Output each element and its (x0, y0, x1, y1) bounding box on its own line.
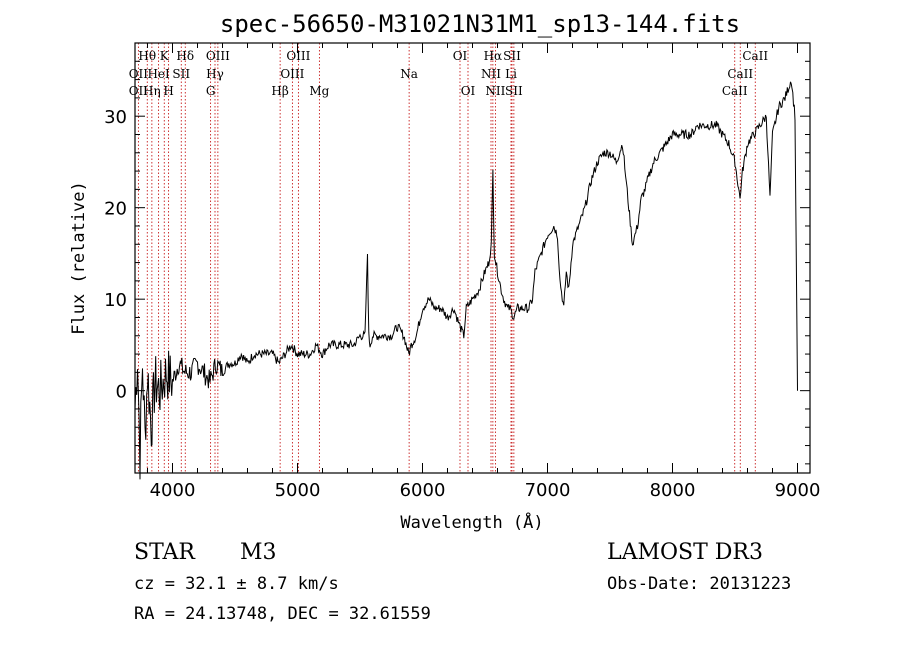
x-axis-label: Wavelength (Å) (400, 511, 543, 533)
marker-label: Mg (309, 84, 329, 98)
redshift-info: cz = 32.1 ± 8.7 km/s (134, 574, 339, 594)
y-tick-label: 30 (104, 107, 127, 128)
marker-label: OIII (286, 49, 310, 63)
y-axis-label: Flux (relative) (69, 181, 89, 335)
spectrum-line (134, 81, 798, 480)
marker-label: OI (461, 84, 476, 98)
survey-name: LAMOST DR3 (607, 540, 763, 565)
marker-label: Hα (484, 49, 503, 63)
marker-label: SII (505, 84, 523, 98)
x-tick-label: 6000 (400, 480, 446, 501)
y-tick-label: 10 (104, 290, 127, 311)
marker-label: NII (481, 67, 501, 81)
marker-label: CaII (722, 84, 748, 98)
x-tick-label: 4000 (150, 480, 196, 501)
marker-label: OIII (206, 49, 230, 63)
chart-title: spec-56650-M31021N31M1_sp13-144.fits (219, 10, 741, 38)
obs-date: Obs-Date: 20131223 (607, 574, 792, 594)
x-tick-label: 8000 (650, 480, 696, 501)
marker-label: Hθ (138, 49, 156, 63)
marker-label: K (160, 49, 170, 63)
y-axis-ticks: 0 10 20 30 (104, 60, 810, 465)
marker-label: Hη (143, 84, 161, 98)
marker-label: Hγ (206, 67, 224, 81)
marker-label: OII (129, 84, 149, 98)
marker-label: CaII (727, 67, 753, 81)
marker-label: SII (503, 49, 521, 63)
x-tick-label: 5000 (275, 480, 321, 501)
marker-label: Hδ (176, 49, 194, 63)
object-subclass: M3 (240, 540, 277, 565)
line-markers (137, 43, 756, 473)
marker-label: OII (129, 67, 149, 81)
marker-label: HeI (147, 67, 170, 81)
marker-label: SII (172, 67, 190, 81)
marker-label: OI (453, 49, 468, 63)
y-tick-label: 0 (116, 382, 127, 403)
marker-label: OIII (280, 67, 304, 81)
coordinates: RA = 24.13748, DEC = 32.61559 (134, 604, 431, 624)
x-tick-label: 7000 (525, 480, 571, 501)
marker-label: G (206, 84, 216, 98)
marker-label: Na (400, 67, 418, 81)
marker-label: NII (485, 84, 505, 98)
marker-label: H (163, 84, 173, 98)
x-tick-label: 9000 (775, 480, 821, 501)
plot-frame (134, 42, 811, 474)
marker-label: Li (505, 67, 517, 81)
object-class: STAR (134, 540, 195, 565)
marker-label: Hβ (271, 84, 288, 98)
x-axis-ticks: 4000 5000 6000 7000 8000 9000 (147, 43, 821, 501)
marker-label: CaII (742, 49, 768, 63)
y-tick-label: 20 (104, 199, 127, 220)
